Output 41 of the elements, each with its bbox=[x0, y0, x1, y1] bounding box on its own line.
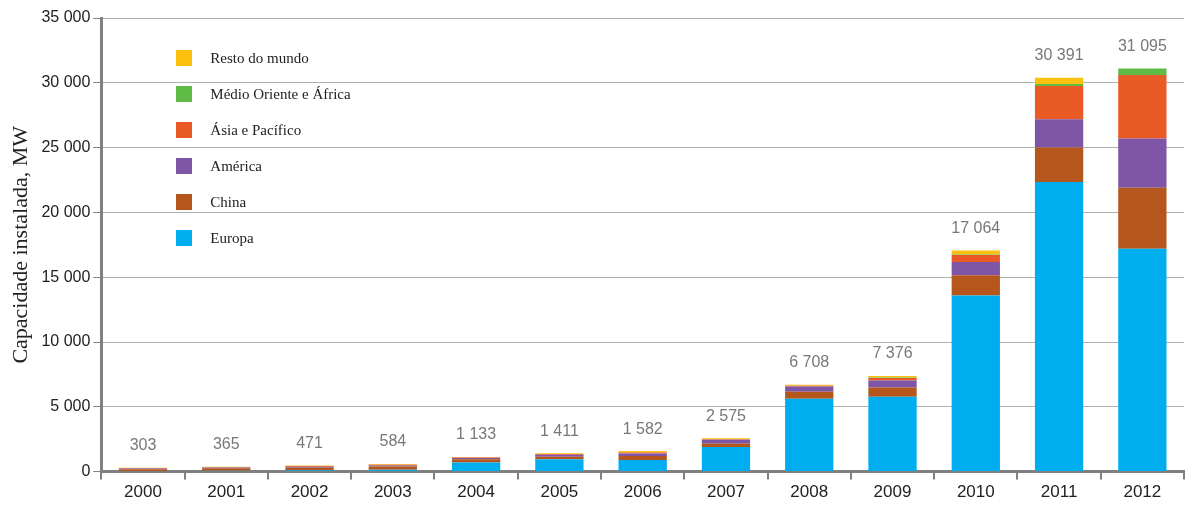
y-tick-label: 25 000 bbox=[41, 138, 91, 156]
y-tick-label: 20 000 bbox=[41, 202, 91, 220]
x-tick-label: 2006 bbox=[623, 482, 662, 502]
x-tick-label: 2010 bbox=[956, 482, 995, 502]
y-tick-label: 35 000 bbox=[41, 8, 91, 26]
total-label: 584 bbox=[379, 432, 407, 450]
x-tick-label: 2001 bbox=[207, 482, 246, 502]
x-tick-label: 2008 bbox=[790, 482, 829, 502]
total-label: 31 095 bbox=[1117, 37, 1167, 55]
y-tick-label: 15 000 bbox=[41, 267, 91, 285]
y-tick-label: 5 000 bbox=[50, 397, 91, 415]
x-tick-label: 2004 bbox=[457, 482, 496, 502]
total-label: 471 bbox=[296, 433, 323, 451]
total-label: 7 376 bbox=[872, 344, 913, 362]
x-tick-label: 2012 bbox=[1123, 482, 1162, 502]
total-label: 30 391 bbox=[1034, 46, 1084, 64]
x-tick-label: 2007 bbox=[707, 482, 745, 502]
total-label: 365 bbox=[212, 435, 240, 453]
y-tick-label: 10 000 bbox=[41, 332, 91, 350]
legend-label: América bbox=[210, 157, 262, 175]
legend-label: Resto do mundo bbox=[210, 49, 309, 67]
x-tick-label: 2002 bbox=[290, 482, 329, 502]
legend-label: Médio Oriente e África bbox=[210, 85, 351, 103]
y-tick-label: 0 bbox=[81, 462, 91, 480]
legend-label: Ásia e Pacífico bbox=[210, 121, 302, 139]
total-label: 2 575 bbox=[705, 406, 747, 424]
legend-label: China bbox=[210, 193, 247, 211]
total-label: 1 411 bbox=[539, 421, 579, 439]
x-tick-label: 2009 bbox=[873, 482, 912, 502]
y-axis-title: Capacidade instalada, MW bbox=[6, 125, 32, 364]
total-label: 1 133 bbox=[456, 425, 497, 443]
total-label: 17 064 bbox=[951, 218, 1001, 236]
x-tick-label: 2005 bbox=[540, 482, 579, 502]
x-tick-label: 2011 bbox=[1040, 482, 1078, 502]
legend-label: Europa bbox=[210, 229, 254, 247]
total-label: 6 708 bbox=[789, 353, 830, 371]
x-tick-label: 2000 bbox=[124, 482, 162, 502]
x-tick-label: 2003 bbox=[373, 482, 412, 502]
total-label: 303 bbox=[129, 436, 157, 454]
total-label: 1 582 bbox=[622, 419, 663, 437]
y-tick-label: 30 000 bbox=[41, 73, 91, 91]
